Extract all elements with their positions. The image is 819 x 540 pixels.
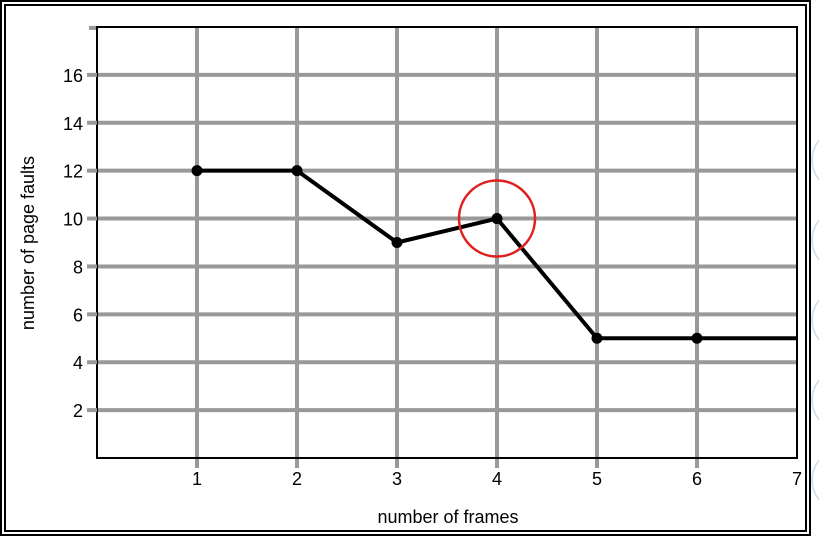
highlight-circle [457, 179, 537, 258]
y-tick-label: 16 [63, 66, 83, 86]
y-tick-label: 8 [73, 257, 83, 277]
data-point [191, 165, 203, 177]
x-axis-label: number of frames [377, 507, 518, 527]
data-point [391, 237, 403, 248]
data-points [191, 165, 703, 344]
y-tick-label: 10 [63, 210, 83, 230]
x-tick-label: 6 [692, 469, 702, 489]
y-tick-label: 14 [63, 114, 83, 134]
y-tick-labels: 2 4 6 8 10 12 14 16 [63, 66, 97, 421]
x-tick-label: 3 [392, 469, 402, 489]
y-tick-label: 4 [73, 353, 83, 373]
x-tick-label: 5 [592, 469, 602, 489]
y-tick-label: 2 [73, 401, 83, 421]
x-tick-label: 2 [292, 469, 302, 489]
data-point [591, 332, 603, 344]
decorative-swirls [811, 139, 819, 501]
x-tick-label: 7 [792, 469, 802, 489]
grid [89, 25, 797, 468]
x-tick-label: 1 [192, 469, 202, 489]
x-tick-labels: 1 2 3 4 5 6 7 [192, 469, 802, 489]
data-point [491, 213, 503, 225]
y-axis-label: number of page faults [18, 156, 38, 330]
highlight-annotation [457, 179, 537, 258]
data-point [291, 165, 303, 177]
y-tick-label: 6 [73, 305, 83, 325]
plot-border [96, 26, 798, 459]
axes [96, 26, 798, 459]
data-point [691, 332, 703, 344]
y-tick-label: 12 [63, 162, 83, 182]
x-tick-label: 4 [492, 469, 502, 489]
